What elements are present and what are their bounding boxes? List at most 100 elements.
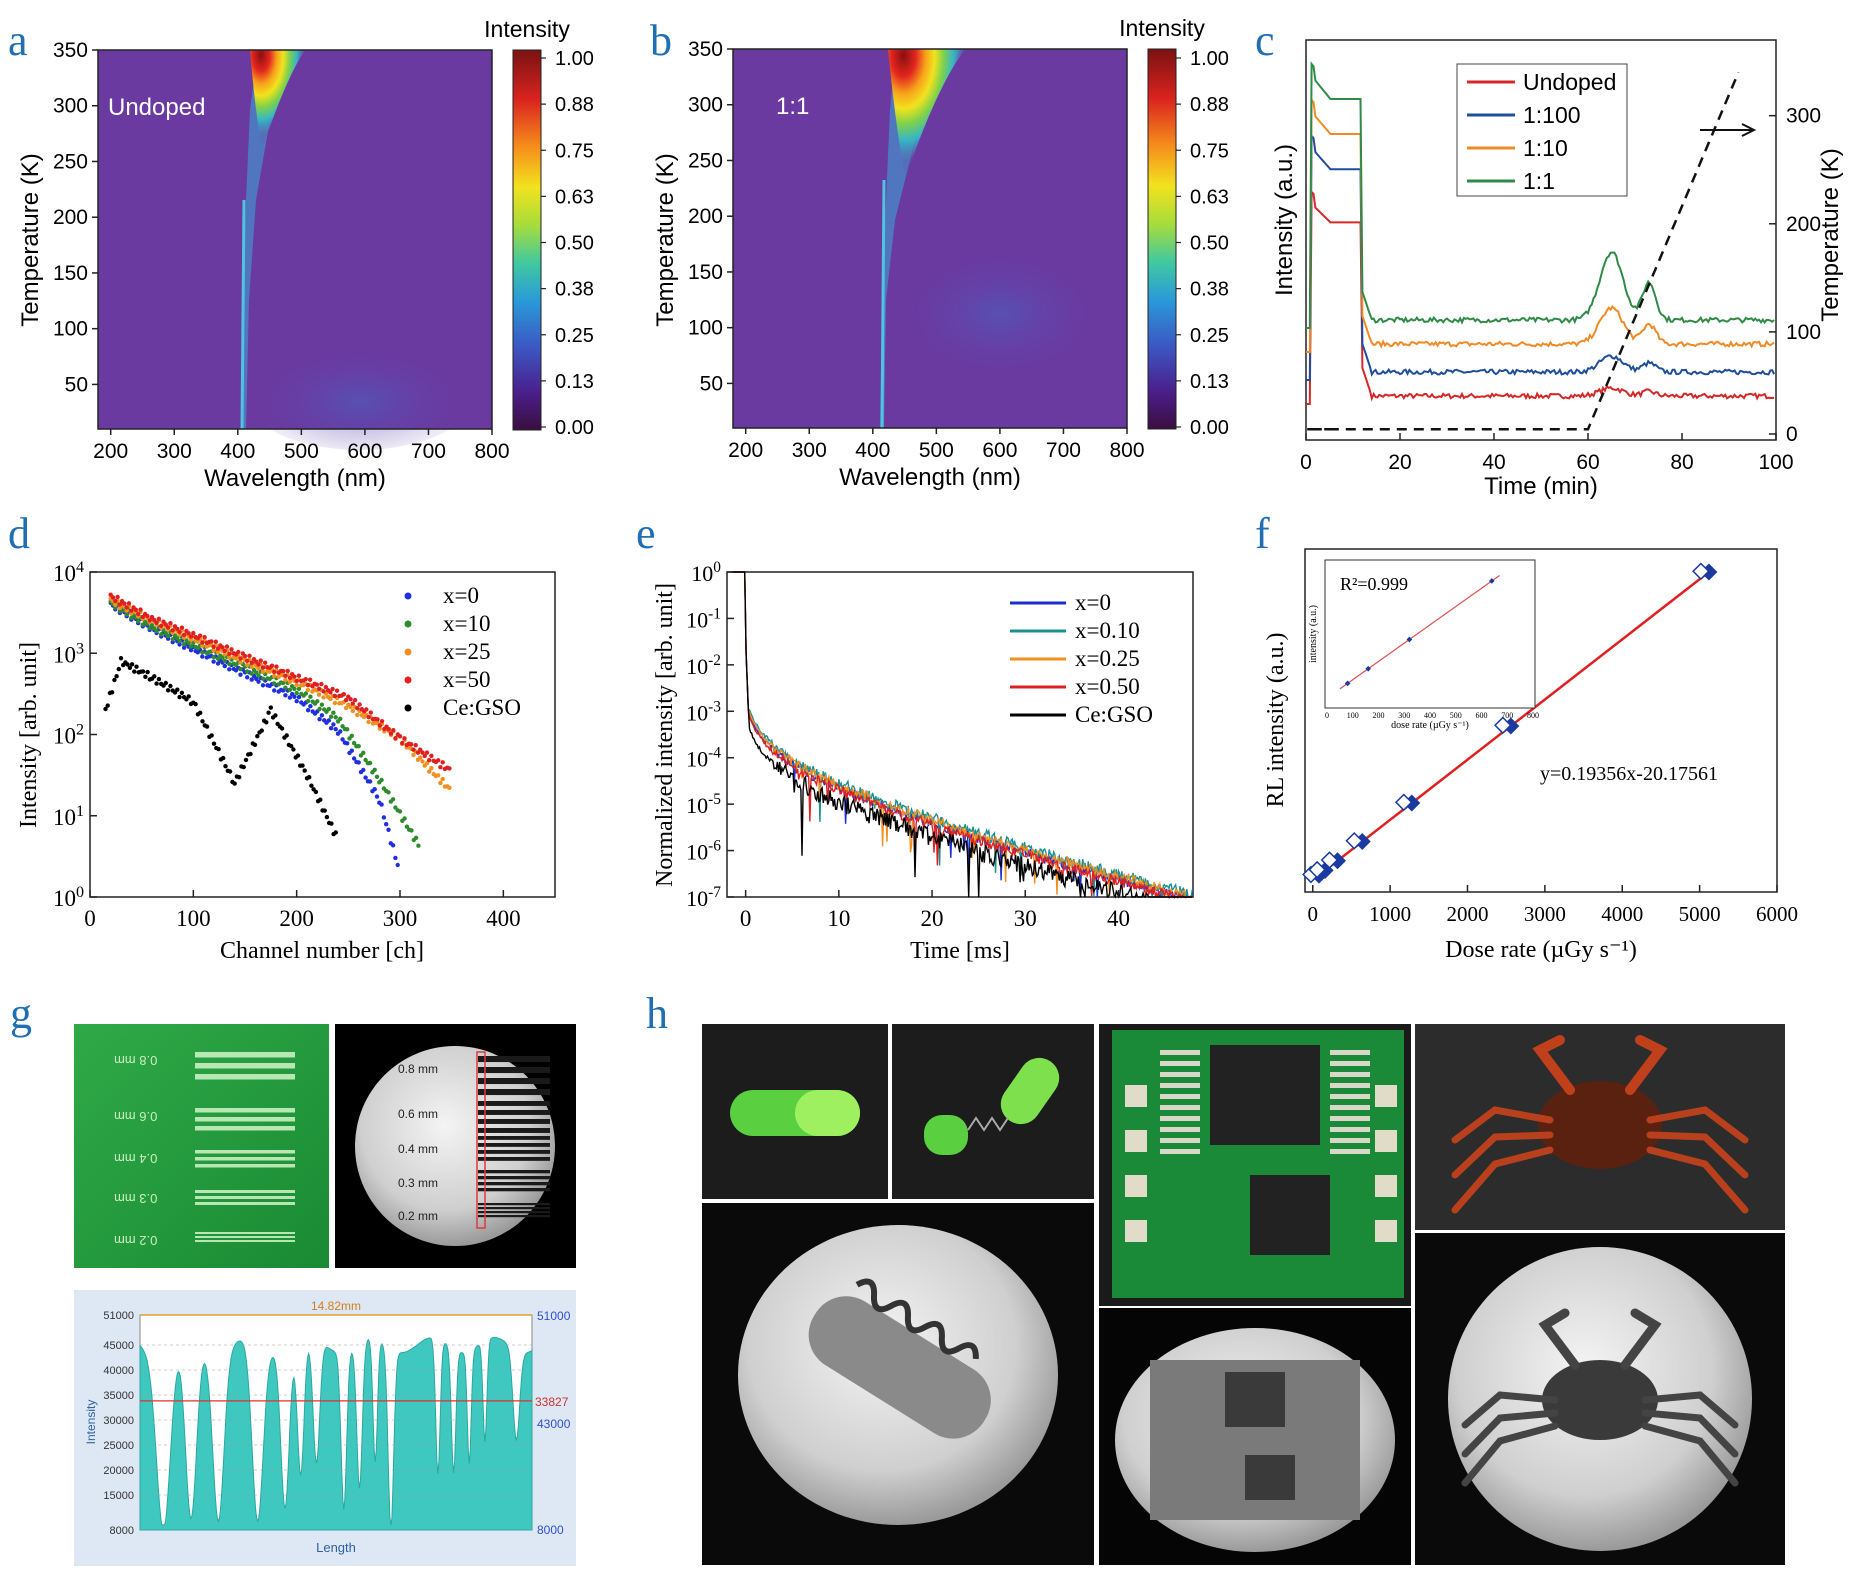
colorbar-tick-label: 0.75 bbox=[1190, 140, 1229, 162]
crab-xray-leg bbox=[1461, 1409, 1559, 1458]
g-profile-fill bbox=[139, 1337, 533, 1531]
data-point-Ce:GSO bbox=[324, 814, 330, 820]
data-point-x=0 bbox=[349, 748, 354, 753]
colorbar-a-title: Intensity bbox=[484, 16, 570, 42]
g-target-bar bbox=[195, 1063, 295, 1069]
x-tick-label: 2000 bbox=[1446, 902, 1488, 926]
data-point-x=50 bbox=[319, 681, 324, 687]
y-tick-label: 100 bbox=[688, 317, 723, 340]
heatmap-b-peak-line bbox=[880, 179, 886, 429]
data-point-Ce:GSO bbox=[112, 677, 117, 683]
data-point-x=25 bbox=[238, 660, 243, 665]
data-point-x=0 bbox=[222, 663, 227, 669]
panel-a: a Undoped 200 300 400 500 600 700 800 50 100 150… bbox=[8, 16, 594, 492]
pcb-pad bbox=[1330, 1083, 1370, 1088]
g-y-tick-label: 35000 bbox=[103, 1390, 134, 1402]
data-point-Ce:GSO bbox=[140, 669, 146, 674]
data-point-x=25 bbox=[283, 677, 288, 683]
data-point-x=50 bbox=[136, 611, 141, 617]
data-point-x=50 bbox=[168, 621, 173, 626]
x-tick-label: 400 bbox=[486, 906, 521, 931]
colorbar-tick-label: 0.63 bbox=[1190, 186, 1229, 208]
data-point-x=25 bbox=[222, 652, 227, 657]
g-y-tick-label: 20000 bbox=[103, 1465, 134, 1477]
g-target-bar bbox=[195, 1157, 295, 1161]
plot-c-series bbox=[1306, 61, 1776, 405]
data-point-x=0 bbox=[340, 737, 345, 742]
data-point-x=50 bbox=[386, 727, 391, 732]
x-tick-label: 3000 bbox=[1524, 902, 1566, 926]
data-point-Ce:GSO bbox=[227, 769, 233, 774]
series-line-1:10 bbox=[1306, 97, 1775, 353]
crab-leg bbox=[1646, 1106, 1749, 1144]
data-point-x=50 bbox=[110, 595, 116, 600]
data-point-x=0 bbox=[345, 741, 350, 746]
pcb-pad-large bbox=[1375, 1175, 1397, 1197]
pcb-pad bbox=[1330, 1105, 1370, 1110]
g-resolution-target-bars: 0.8 mm 0.6 mm 0.4 mm 0.3 mm 0.2 mm bbox=[114, 1052, 295, 1248]
data-point-x=50 bbox=[292, 674, 297, 679]
data-point-x=50 bbox=[328, 690, 333, 695]
g-xray-label: 0.3 mm bbox=[398, 1176, 438, 1190]
plot-d-ylabel: Intensity [arb. unit] bbox=[16, 642, 42, 828]
data-point-x=50 bbox=[409, 742, 414, 747]
data-point-x=10 bbox=[294, 690, 299, 696]
data-point-x=50 bbox=[305, 682, 311, 688]
data-point-x=25 bbox=[411, 752, 416, 758]
y2-tick-label: 300 bbox=[1786, 105, 1821, 128]
pcb-pad bbox=[1160, 1050, 1200, 1055]
data-point-Ce:GSO bbox=[273, 713, 278, 718]
data-point-x=50 bbox=[402, 736, 407, 741]
g-target-label: 0.8 mm bbox=[114, 1053, 157, 1068]
data-point-x=50 bbox=[285, 668, 290, 674]
panel-label-h: h bbox=[646, 989, 668, 1038]
g-xray-bar bbox=[478, 1110, 550, 1115]
data-point-x=0 bbox=[294, 699, 299, 704]
data-point-x=0 bbox=[308, 704, 313, 709]
series-line-1:1 bbox=[1306, 61, 1775, 329]
data-point-Ce:GSO bbox=[145, 669, 150, 675]
data-point-x=25 bbox=[200, 643, 205, 648]
y-tick-label: 100 bbox=[53, 884, 84, 911]
legend-label-x=0.10: x=0.10 bbox=[1075, 618, 1140, 643]
h-pcb-chip-small bbox=[1250, 1175, 1330, 1255]
data-point-x=0 bbox=[395, 862, 400, 868]
data-point-x=50 bbox=[375, 717, 380, 722]
pcb-pad bbox=[1330, 1050, 1370, 1055]
x-tick-label: 600 bbox=[347, 440, 382, 463]
y-tick-label: 100 bbox=[53, 318, 88, 341]
data-point-x=25 bbox=[227, 655, 232, 660]
panel-label-d: d bbox=[8, 509, 30, 558]
legend-marker-x=25 bbox=[404, 648, 412, 656]
data-point-x=25 bbox=[117, 605, 123, 611]
y-tick-label: 10-4 bbox=[686, 745, 721, 772]
data-point-x=10 bbox=[177, 639, 182, 644]
plot-f-fit-label: y=0.19356x-20.17561 bbox=[1540, 763, 1718, 785]
data-point-x=10 bbox=[245, 669, 250, 674]
g-target-bar bbox=[195, 1108, 295, 1113]
data-point-Ce:GSO bbox=[198, 710, 203, 715]
data-point-x=50 bbox=[427, 758, 432, 763]
data-point-x=50 bbox=[186, 631, 191, 636]
h-pcb-xray-chip bbox=[1225, 1372, 1285, 1427]
x-tick-label: 80 bbox=[1670, 451, 1693, 474]
data-point-Ce:GSO bbox=[295, 753, 301, 758]
crab-leg bbox=[1451, 1131, 1554, 1179]
data-point-Ce:GSO bbox=[129, 662, 135, 667]
g-xray-bar bbox=[478, 1182, 550, 1186]
g-xray-bar bbox=[478, 1078, 550, 1085]
plot-d-series bbox=[103, 592, 452, 868]
colorbar-tick-label: 1.00 bbox=[1190, 48, 1229, 70]
data-point-x=10 bbox=[124, 612, 129, 617]
data-point-x=0 bbox=[256, 679, 261, 684]
g-y-tick-label: 25000 bbox=[103, 1440, 134, 1452]
legend-label-x=0.25: x=0.25 bbox=[1075, 646, 1140, 671]
x-tick-label: 5000 bbox=[1679, 902, 1721, 926]
heatmap-b-broad-band bbox=[890, 230, 1110, 370]
panel-label-a: a bbox=[8, 16, 28, 65]
crab-xray-leg bbox=[1461, 1391, 1559, 1429]
y-tick-label: 104 bbox=[53, 559, 84, 586]
g-y-tick-label: 30000 bbox=[103, 1415, 134, 1427]
data-point-Ce:GSO bbox=[109, 690, 115, 695]
